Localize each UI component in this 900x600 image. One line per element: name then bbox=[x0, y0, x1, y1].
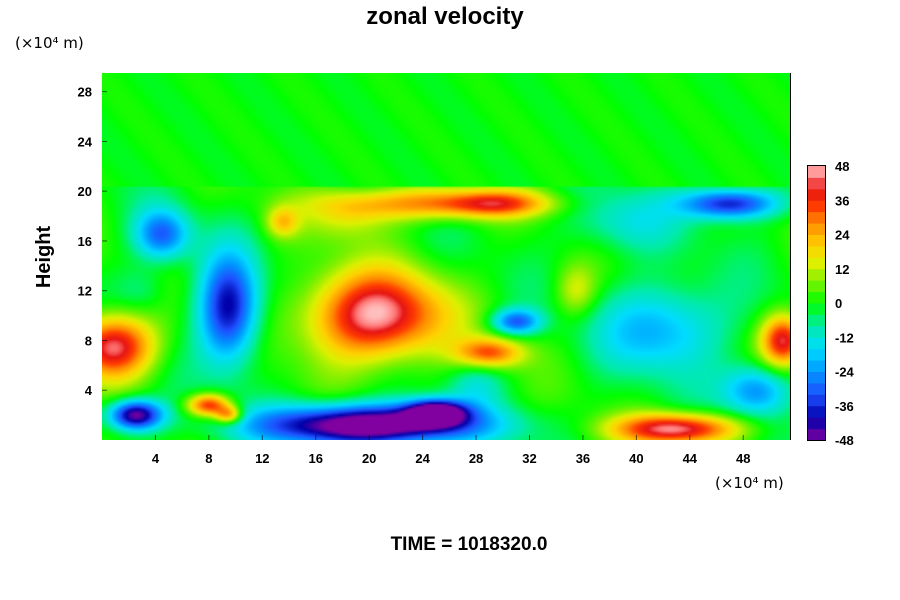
y-tick-label: 12 bbox=[78, 284, 92, 299]
x-tick-label: 16 bbox=[309, 451, 323, 466]
x-axis-ticks: 4 8 12 16 20 24 28 32 36 40 44 48 bbox=[152, 435, 750, 466]
colorbar-cell bbox=[808, 394, 825, 407]
colorbar-cell bbox=[808, 177, 825, 190]
y-tick-label: 20 bbox=[78, 184, 92, 199]
time-label: TIME = 1018320.0 bbox=[391, 534, 548, 555]
y-axis-label: Height bbox=[33, 226, 55, 289]
colorbar-cell bbox=[808, 245, 825, 258]
colorbar-tick-label: 12 bbox=[835, 262, 849, 277]
colorbar-tick-label: -24 bbox=[835, 365, 855, 380]
colorbar-cell bbox=[808, 166, 825, 178]
x-tick-label: 44 bbox=[683, 451, 698, 466]
x-tick-label: 32 bbox=[522, 451, 536, 466]
colorbar-tick-label: 0 bbox=[835, 296, 842, 311]
x-tick-label: 4 bbox=[152, 451, 160, 466]
x-tick-label: 24 bbox=[415, 451, 430, 466]
x-tick-label: 36 bbox=[576, 451, 590, 466]
colorbar-cell bbox=[808, 234, 825, 247]
colorbar-cell bbox=[808, 325, 825, 338]
colorbar-tick-label: -12 bbox=[835, 330, 854, 345]
y-tick-label: 28 bbox=[78, 85, 92, 100]
chart-title: zonal velocity bbox=[366, 3, 524, 30]
y-tick-label: 4 bbox=[85, 383, 93, 398]
colorbar-cell bbox=[808, 303, 825, 315]
colorbar-cell bbox=[808, 314, 825, 327]
colorbar-cell bbox=[808, 337, 825, 350]
y-axis-ticks: 4 8 12 16 20 24 28 bbox=[78, 85, 107, 398]
x-tick-label: 8 bbox=[205, 451, 212, 466]
colorbar-ticks: 48 36 24 12 0 -12 -24 -36 -48 bbox=[835, 159, 855, 448]
colorbar-tick-label: -36 bbox=[835, 399, 854, 414]
colorbar-tick-label: -48 bbox=[835, 433, 854, 448]
colorbar-cell bbox=[808, 428, 825, 441]
colorbar-cell bbox=[808, 211, 825, 224]
x-tick-label: 12 bbox=[255, 451, 269, 466]
colorbar-tick-label: 36 bbox=[835, 193, 849, 208]
colorbar-cell bbox=[808, 382, 825, 395]
colorbar-cell bbox=[808, 188, 825, 201]
y-tick-label: 8 bbox=[85, 333, 92, 348]
colorbar-cell bbox=[808, 280, 825, 293]
colorbar-cell bbox=[808, 257, 825, 270]
x-unit-label: (×10⁴ m) bbox=[715, 474, 784, 492]
x-tick-label: 40 bbox=[629, 451, 643, 466]
colorbar-frame bbox=[807, 165, 826, 441]
x-tick-label: 20 bbox=[362, 451, 376, 466]
colorbar-cell bbox=[808, 223, 825, 235]
y-tick-label: 24 bbox=[78, 134, 93, 149]
y-tick-label: 16 bbox=[78, 234, 92, 249]
colorbar-cell bbox=[808, 417, 825, 430]
colorbar-cell bbox=[808, 200, 825, 213]
x-tick-label: 28 bbox=[469, 451, 483, 466]
x-tick-label: 48 bbox=[736, 451, 750, 466]
colorbar-cell bbox=[808, 348, 825, 361]
colorbar-cell bbox=[808, 371, 825, 384]
heatmap-field bbox=[102, 73, 790, 440]
colorbar: 48 36 24 12 0 -12 -24 -36 -48 bbox=[807, 159, 855, 448]
plot-area bbox=[102, 73, 791, 440]
colorbar-cell bbox=[808, 291, 825, 304]
colorbar-cell bbox=[808, 405, 825, 418]
y-unit-label: (×10⁴ m) bbox=[15, 34, 84, 52]
colorbar-tick-label: 24 bbox=[835, 228, 850, 243]
colorbar-tick-label: 48 bbox=[835, 159, 849, 174]
colorbar-cell bbox=[808, 268, 825, 281]
colorbar-cell bbox=[808, 360, 825, 372]
colorbar-cells bbox=[808, 166, 825, 441]
